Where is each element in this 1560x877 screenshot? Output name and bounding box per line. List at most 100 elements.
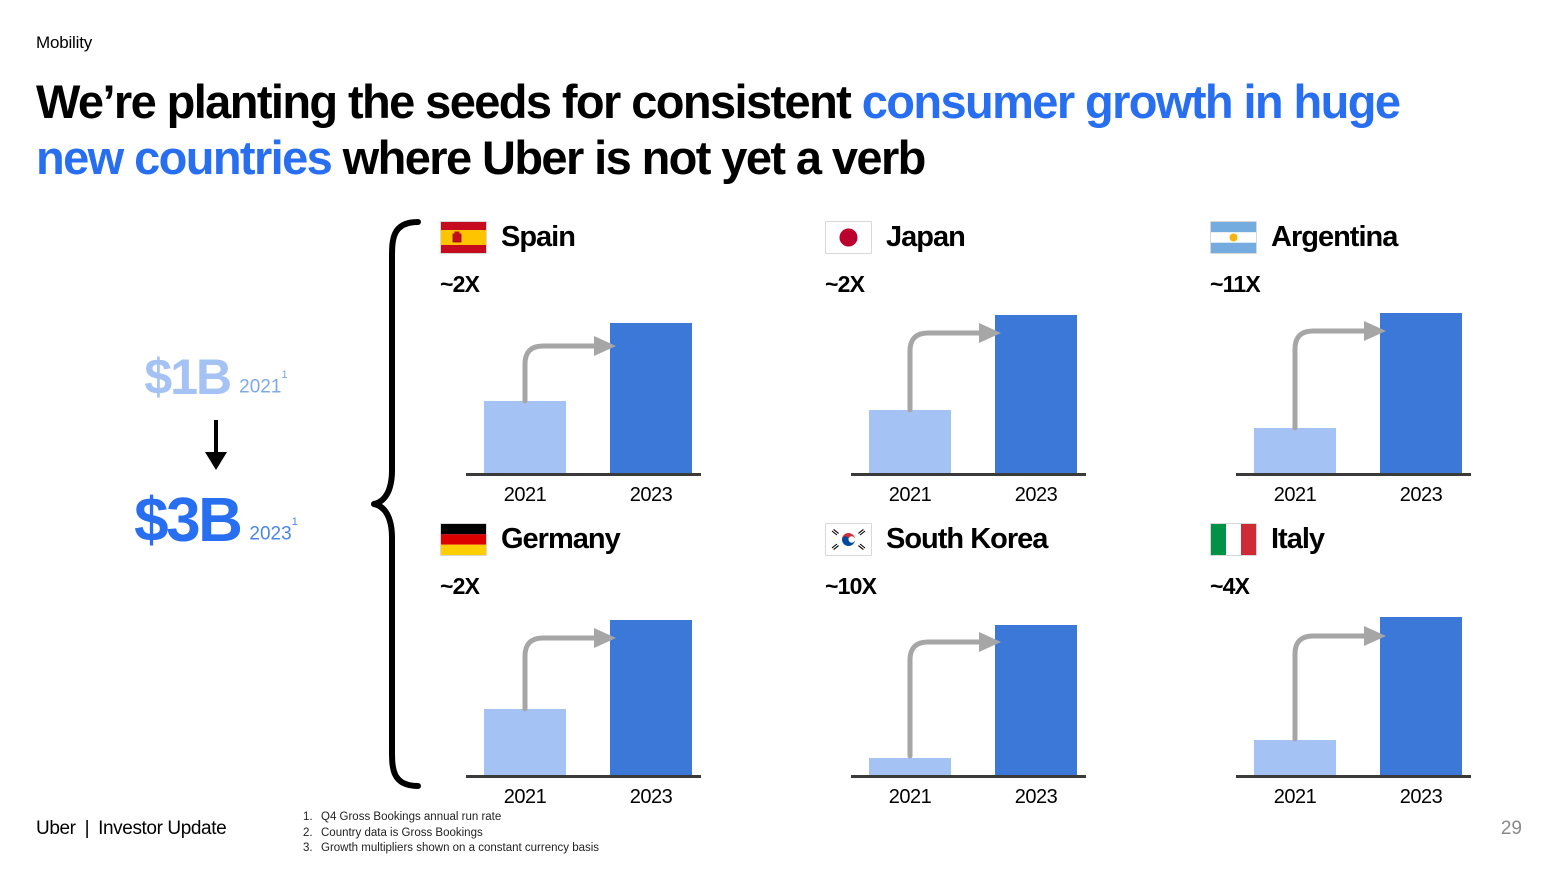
footnote-text: Growth multipliers shown on a constant c… <box>321 842 600 855</box>
axis-baseline <box>851 775 1086 778</box>
growth-arrow-icon <box>1292 321 1386 431</box>
growth-multiplier: ~10X <box>825 573 877 599</box>
bar-2021 <box>869 410 951 473</box>
growth-multiplier: ~2X <box>825 271 865 297</box>
bar-2021 <box>484 401 566 473</box>
x-label-2021: 2021 <box>503 786 547 808</box>
callout-value-2021: $1B <box>144 349 232 405</box>
footnote-number: 1. <box>303 811 313 823</box>
callout-year-2021: 20211 <box>239 368 288 397</box>
country-name: Spain <box>501 220 576 253</box>
x-label-2023: 2023 <box>629 786 673 808</box>
panel-header: Argentina <box>1210 215 1510 259</box>
bar-2023 <box>610 323 692 473</box>
axis-labels: 2021 2023 <box>1210 786 1510 812</box>
x-label-2023: 2023 <box>629 484 673 506</box>
bar-plot <box>1210 306 1510 476</box>
bar-plot <box>440 306 740 476</box>
grouping-brace <box>370 218 426 790</box>
growth-arrow-icon <box>522 628 616 712</box>
bar-2023 <box>1380 617 1462 775</box>
panel-header: Italy <box>1210 517 1510 561</box>
callout-2023-row: $3B 20231 <box>96 490 336 552</box>
panel-header: Spain <box>440 215 740 259</box>
bar-plot <box>825 306 1125 476</box>
footnote-item: 3. Growth multipliers shown on a constan… <box>303 841 599 857</box>
growth-multiplier: ~11X <box>1210 271 1261 297</box>
growth-multiplier: ~2X <box>440 271 480 297</box>
axis-baseline <box>1236 473 1471 476</box>
bar-2023 <box>995 315 1077 473</box>
growth-multiplier: ~2X <box>440 573 480 599</box>
x-label-2023: 2023 <box>1014 786 1058 808</box>
growth-multiplier: ~4X <box>1210 573 1250 599</box>
bar-2021 <box>484 709 566 775</box>
footnotes: 1. Q4 Gross Bookings annual run rate 2. … <box>303 810 599 857</box>
footnote-text: Q4 Gross Bookings annual run rate <box>321 811 502 823</box>
argentina-flag-icon <box>1210 220 1257 254</box>
footnote-number: 2. <box>303 826 313 839</box>
footnote-number: 3. <box>303 842 313 855</box>
country-panel-italy: Italy ~4X 2021 2023 <box>1210 517 1510 808</box>
bar-2023 <box>1380 313 1462 473</box>
spain-flag-icon <box>440 220 487 254</box>
axis-labels: 2021 2023 <box>440 786 740 812</box>
footnote-marker: 1 <box>291 515 298 528</box>
bar-2021 <box>869 758 951 775</box>
panel-header: South Korea <box>825 517 1125 561</box>
callout-2021-row: $1B 20211 <box>96 352 336 402</box>
country-name: South Korea <box>886 522 1048 555</box>
growth-arrow-icon <box>907 323 1001 413</box>
bar-2021 <box>1254 740 1336 775</box>
bar-2023 <box>610 620 692 775</box>
callout-year-2023: 20231 <box>249 515 298 544</box>
headline-part-1: We’re planting the seeds for consistent <box>36 75 862 128</box>
x-label-2021: 2021 <box>1273 484 1317 506</box>
country-panel-argentina: Argentina ~11X 2021 2023 <box>1210 215 1510 506</box>
country-name: Germany <box>501 522 621 555</box>
japan-flag-icon <box>825 220 872 254</box>
callout-value-2023: $3B <box>134 486 243 555</box>
country-panel-spain: Spain ~2X 2021 2023 <box>440 215 740 506</box>
bar-2023 <box>995 625 1077 775</box>
uber-logo: Uber <box>36 818 76 839</box>
footnote-text: Country data is Gross Bookings <box>321 826 483 839</box>
bar-plot <box>825 608 1125 778</box>
x-label-2021: 2021 <box>1273 786 1317 808</box>
country-panel-japan: Japan ~2X 2021 2023 <box>825 215 1125 506</box>
growth-arrow-icon <box>907 632 1001 759</box>
growth-arrow-icon <box>522 336 616 404</box>
axis-labels: 2021 2023 <box>440 484 740 510</box>
down-arrow-icon <box>96 418 336 472</box>
deck-name: Investor Update <box>98 818 227 839</box>
axis-baseline <box>466 775 701 778</box>
germany-flag-icon <box>440 522 487 556</box>
page-number: 29 <box>1500 818 1522 839</box>
headline-part-2: where Uber is not yet a verb <box>331 131 927 184</box>
footer-branding: Uber | Investor Update <box>36 818 227 840</box>
axis-baseline <box>1236 775 1471 778</box>
x-label-2023: 2023 <box>1014 484 1058 506</box>
footer-divider: | <box>84 818 90 839</box>
x-label-2023: 2023 <box>1399 484 1443 506</box>
section-eyebrow: Mobility <box>36 33 93 52</box>
footnote-item: 1. Q4 Gross Bookings annual run rate <box>303 810 599 826</box>
footnote-marker: 1 <box>281 368 288 381</box>
footnote-item: 2. Country data is Gross Bookings <box>303 826 599 842</box>
x-label-2021: 2021 <box>888 786 932 808</box>
country-panel-south-korea: South Korea ~10X 2021 2023 <box>825 517 1125 808</box>
headline-highlight: consumer growth in huge new countries <box>36 75 1401 184</box>
gross-bookings-callout: $1B 20211 $3B 20231 <box>96 352 336 552</box>
panel-header: Germany <box>440 517 740 561</box>
axis-labels: 2021 2023 <box>825 484 1125 510</box>
country-panel-germany: Germany ~2X 2021 2023 <box>440 517 740 808</box>
x-label-2023: 2023 <box>1399 786 1443 808</box>
axis-labels: 2021 2023 <box>1210 484 1510 510</box>
growth-arrow-icon <box>1292 626 1386 742</box>
italy-flag-icon <box>1210 522 1257 556</box>
country-chart-grid: Spain ~2X 2021 2023 Japan <box>440 215 1505 808</box>
page-title: We’re planting the seeds for consistent … <box>36 74 1486 186</box>
bar-plot <box>1210 608 1510 778</box>
country-name: Argentina <box>1271 220 1398 253</box>
bar-2021 <box>1254 428 1336 473</box>
